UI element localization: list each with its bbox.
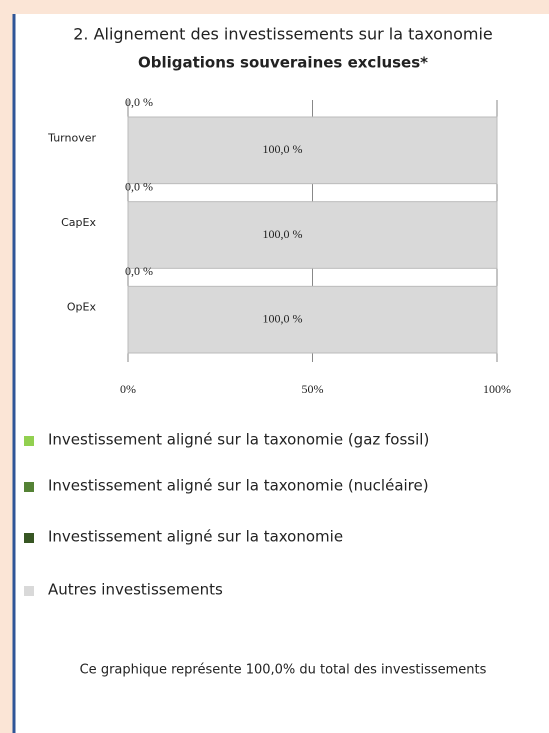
value-label: 0,0 % <box>125 95 153 109</box>
y-tick-label: OpEx <box>67 301 97 314</box>
note: Ce graphique représente 100,0% du total … <box>80 663 487 678</box>
bar-segment <box>127 116 498 185</box>
value-label: 100,0 % <box>263 311 303 325</box>
chart-title: 2. Alignement des investissements sur la… <box>73 25 493 44</box>
y-tick-label: CapEx <box>61 216 96 229</box>
bar-segment <box>127 285 498 354</box>
x-tick-label: 50% <box>302 382 324 396</box>
legend-label: Autres investissements <box>48 581 223 599</box>
legend-label: Investissement aligné sur la taxonomie (… <box>48 431 429 449</box>
legend-swatch <box>24 436 34 446</box>
chart-subtitle: Obligations souveraines excluses* <box>138 54 428 72</box>
legend-swatch <box>24 533 34 543</box>
legend-label: Investissement aligné sur la taxonomie (… <box>48 477 429 495</box>
x-tick-label: 100% <box>483 382 511 396</box>
value-label: 100,0 % <box>263 227 303 241</box>
bar-segment <box>127 201 498 269</box>
value-label: 100,0 % <box>263 142 303 156</box>
value-label: 0,0 % <box>125 179 153 193</box>
legend-label: Investissement aligné sur la taxonomie <box>48 528 343 546</box>
legend-swatch <box>24 586 34 596</box>
legend-swatch <box>24 482 34 492</box>
value-label: 0,0 % <box>125 264 153 278</box>
y-tick-label: Turnover <box>47 131 96 144</box>
x-tick-label: 0% <box>120 382 136 396</box>
